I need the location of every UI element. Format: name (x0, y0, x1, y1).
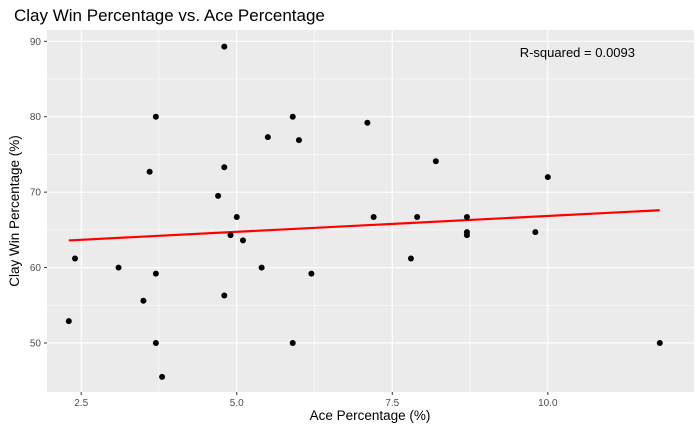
data-point (295, 137, 302, 144)
y-tick-label: 50 (30, 338, 42, 349)
r-squared-annotation: R-squared = 0.0093 (520, 45, 635, 60)
data-point (463, 214, 470, 221)
minor-gridlines (47, 30, 694, 392)
x-tick-label: 2.5 (74, 398, 88, 409)
data-point (264, 134, 271, 141)
data-point (407, 255, 414, 262)
y-tick-label: 60 (30, 263, 42, 274)
y-axis-ticks: 50 60 70 80 90 (30, 37, 47, 349)
data-point (65, 318, 72, 325)
regression-line (68, 209, 660, 242)
x-tick-label: 10.0 (538, 398, 558, 409)
data-point (152, 113, 159, 120)
chart-title: Clay Win Percentage vs. Ace Percentage (14, 6, 325, 25)
data-point (532, 229, 539, 236)
y-tick-label: 90 (30, 37, 42, 48)
data-point (215, 192, 222, 199)
data-point (221, 292, 228, 299)
trendline-layer (68, 209, 660, 242)
data-point (432, 158, 439, 165)
data-point (159, 373, 166, 380)
data-point (221, 164, 228, 171)
data-point (463, 232, 470, 239)
data-point (152, 339, 159, 346)
data-point (308, 270, 315, 277)
x-tick-label: 5.0 (230, 398, 244, 409)
points-layer (65, 43, 663, 380)
y-axis-title: Clay Win Percentage (%) (7, 135, 22, 287)
x-tick-label: 7.5 (385, 398, 399, 409)
data-point (370, 214, 377, 221)
y-tick-label: 70 (30, 188, 42, 199)
data-point (71, 255, 78, 262)
data-point (364, 119, 371, 126)
plot-panel (47, 30, 694, 392)
x-axis-title: Ace Percentage (%) (310, 408, 431, 423)
data-point (221, 43, 228, 50)
data-point (140, 297, 147, 304)
data-point (227, 232, 234, 239)
data-point (544, 174, 551, 181)
data-point (146, 168, 153, 175)
data-point (656, 339, 663, 346)
y-tick-label: 80 (30, 112, 42, 123)
data-point (152, 270, 159, 277)
data-point (239, 237, 246, 244)
data-point (289, 113, 296, 120)
data-point (115, 264, 122, 271)
data-point (258, 264, 265, 271)
x-axis-ticks: 2.5 5.0 7.5 10.0 (74, 392, 558, 409)
data-point (414, 214, 421, 221)
data-point (289, 339, 296, 346)
data-point (233, 214, 240, 221)
